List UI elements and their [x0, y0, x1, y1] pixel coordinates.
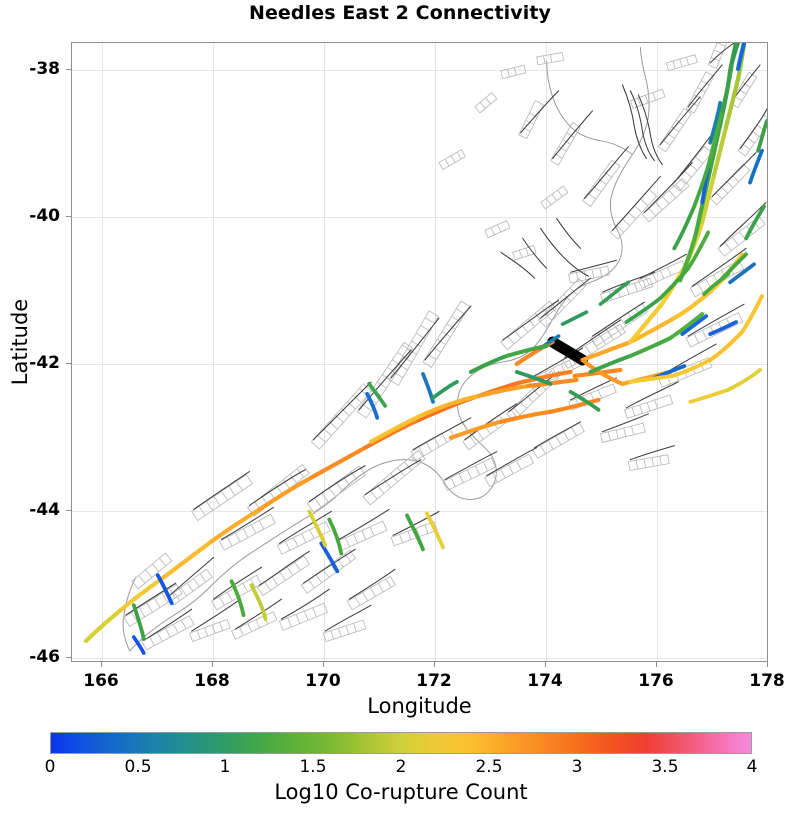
ytick-mark-38: [66, 69, 71, 70]
ytick-mark-40: [66, 216, 71, 217]
gridline-y-40: [72, 217, 767, 218]
cbar-tick-1: 1: [219, 757, 231, 777]
gridline-x-174: [546, 43, 547, 661]
x-axis-label: Longitude: [367, 694, 472, 718]
xtick-label-172: 172: [416, 671, 452, 691]
xtick-label-168: 168: [194, 671, 230, 691]
xtick-label-166: 166: [83, 671, 119, 691]
fault-surface-projections: [123, 43, 767, 651]
cbar-tick-0-5: 0.5: [124, 757, 152, 777]
gridline-y-42: [72, 364, 767, 365]
xtick-mark-178: [767, 662, 768, 667]
gridline-x-172: [435, 43, 436, 661]
cbar-tick-1-5: 1.5: [299, 757, 327, 777]
xtick-label-176: 176: [638, 671, 674, 691]
xtick-mark-170: [323, 662, 324, 667]
gridline-y-44: [72, 511, 767, 512]
ytick-label-44: -44: [29, 500, 60, 520]
gridline-y-46: [72, 658, 767, 659]
ytick-label-46: -46: [29, 647, 60, 667]
cbar-tick-4: 4: [746, 757, 758, 777]
colorbar-label: Log10 Co-rupture Count: [274, 780, 528, 804]
xtick-mark-176: [656, 662, 657, 667]
fault-map-layer: [83, 43, 767, 655]
xtick-mark-172: [434, 662, 435, 667]
gridline-y-38: [72, 70, 767, 71]
page-title: Needles East 2 Connectivity: [248, 2, 552, 24]
y-axis-label: Latitude: [8, 298, 32, 386]
ytick-label-40: -40: [29, 206, 60, 226]
cbar-tick-0: 0: [44, 757, 56, 777]
xtick-label-178: 178: [749, 671, 785, 691]
grid-layer: [72, 43, 767, 661]
corupture-connections: [83, 43, 767, 655]
ytick-label-42: -42: [29, 353, 60, 373]
xtick-label-174: 174: [527, 671, 563, 691]
cbar-tick-2: 2: [395, 757, 407, 777]
xtick-mark-168: [212, 662, 213, 667]
ytick-mark-46: [66, 657, 71, 658]
xtick-mark-174: [545, 662, 546, 667]
map-plot-area: [71, 42, 768, 662]
gridline-x-170: [324, 43, 325, 661]
gridline-x-176: [657, 43, 658, 661]
ytick-mark-44: [66, 510, 71, 511]
gridline-x-166: [102, 43, 103, 661]
cbar-tick-2-5: 2.5: [475, 757, 503, 777]
fault-traces: [125, 43, 767, 640]
ytick-mark-42: [66, 363, 71, 364]
colorbar: [50, 732, 752, 754]
ytick-label-38: -38: [29, 59, 60, 79]
gridline-x-168: [213, 43, 214, 661]
cbar-tick-3: 3: [571, 757, 583, 777]
xtick-mark-166: [101, 662, 102, 667]
cbar-tick-3-5: 3.5: [651, 757, 679, 777]
xtick-label-170: 170: [305, 671, 341, 691]
